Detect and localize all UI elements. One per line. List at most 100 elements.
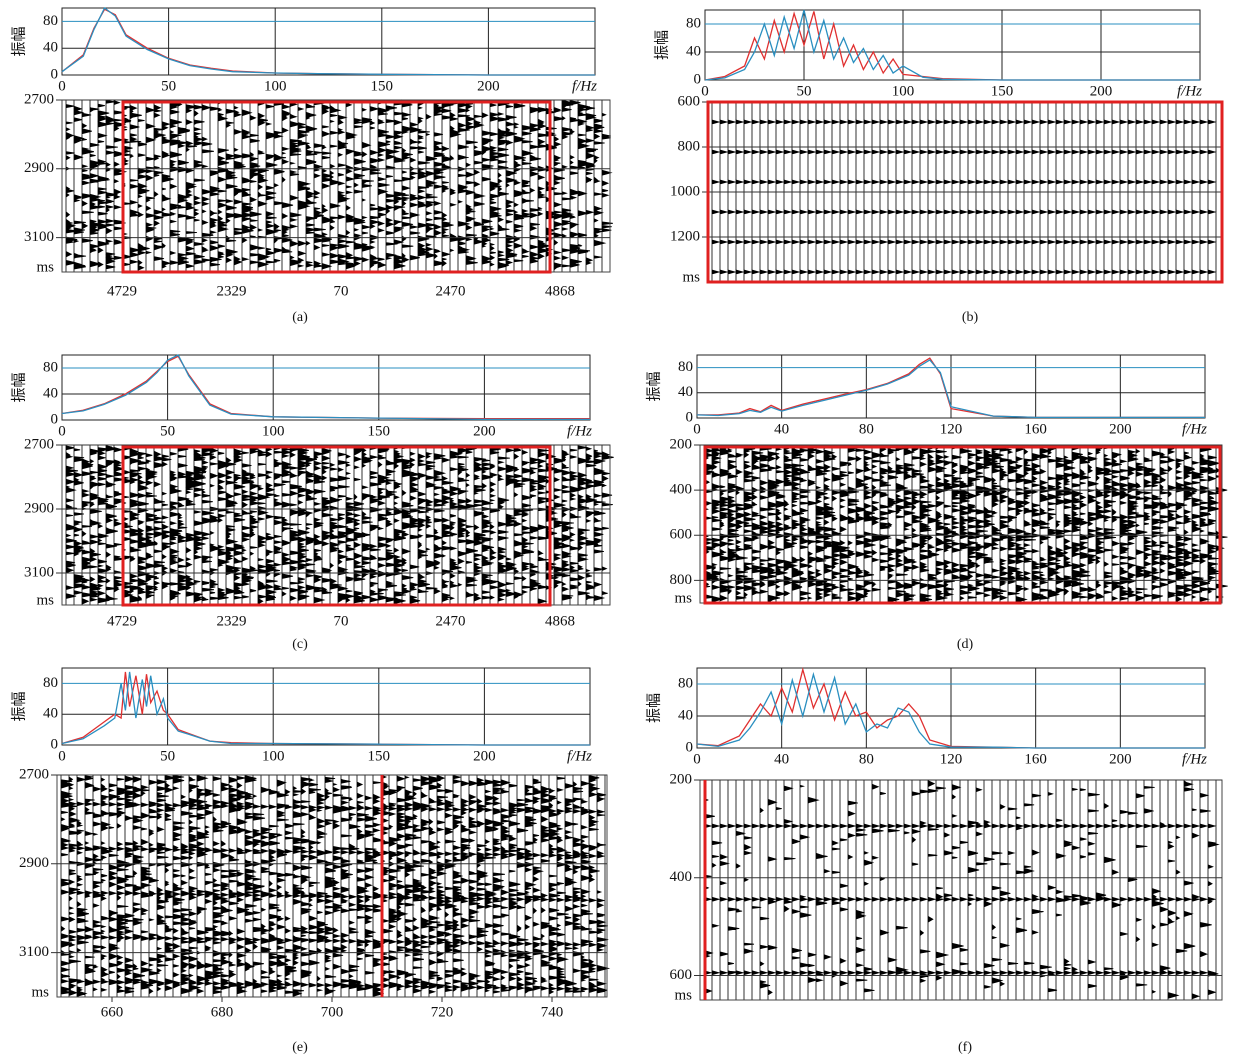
x-tick-label: 0 [58,748,66,764]
spectrum-frame [61,354,591,421]
highlight-box [703,445,1222,605]
y-tick-label: 40 [678,707,693,723]
y-unit-label: ms [36,592,54,608]
x-tick-label: 100 [262,423,285,439]
y-tick-label: 80 [43,13,58,29]
y-tick-label: 40 [43,385,58,401]
y-tick-label: 2900 [19,855,49,871]
y-tick-label: 80 [678,675,693,691]
y-axis-label: 振幅 [10,26,27,56]
x-tick-label: 80 [859,421,874,437]
x-tick-label: 720 [431,1004,454,1020]
x-axis-label: f/Hz [567,748,592,764]
y-tick-label: 0 [686,739,694,755]
x-tick-label: 200 [1090,83,1113,99]
y-tick-label: 600 [670,967,693,983]
x-tick-label: 100 [892,83,915,99]
x-tick-label: 50 [797,83,812,99]
x-tick-label: 150 [991,83,1014,99]
y-tick-label: 0 [51,736,59,752]
spectrum-line [696,671,1205,749]
y-unit-label: ms [36,259,54,275]
x-tick-label: 680 [211,1004,234,1020]
seismic-traces [703,779,1220,1000]
y-tick-label: 1200 [670,228,700,244]
x-tick-label: 200 [477,78,500,94]
x-tick-label: 150 [368,423,391,439]
x-tick-label: 160 [1024,421,1047,437]
x-axis-label: f/Hz [572,78,597,94]
spectrum-line [696,359,1205,419]
panel-caption: (a) [292,310,308,325]
seismic-traces [65,444,614,605]
y-tick-label: 2700 [24,91,54,107]
seismic-traces [60,774,611,997]
y-axis-label: 振幅 [10,691,27,721]
x-tick-label: 40 [774,751,789,767]
highlight-box [121,445,552,607]
y-axis-label: 振幅 [645,371,662,401]
y-axis-label: 振幅 [653,30,670,60]
x-tick-label: 100 [262,748,285,764]
y-tick-label: 0 [686,409,694,425]
spectrum-line [61,671,590,746]
x-tick-label: 4868 [545,613,575,629]
y-tick-label: 200 [670,436,693,452]
y-tick-label: 3100 [24,564,54,580]
x-tick-label: 50 [160,423,175,439]
spectrum-line [704,11,1200,81]
x-tick-label: 50 [161,78,176,94]
x-axis-label: f/Hz [567,423,592,439]
y-tick-label: 400 [670,869,693,885]
y-tick-label: 80 [43,675,58,691]
x-axis-label: f/Hz [1177,83,1202,99]
spectrum-line [61,354,590,421]
y-unit-label: ms [31,984,49,1000]
y-tick-label: 3100 [19,944,49,960]
x-tick-label: 0 [701,83,709,99]
x-tick-label: 0 [693,421,701,437]
spectrum-line [61,355,590,420]
seismic-traces [65,99,613,272]
y-unit-label: ms [674,987,692,1003]
y-tick-label: 2700 [24,436,54,452]
y-tick-label: 200 [670,771,693,787]
y-axis-label: 振幅 [10,372,27,402]
y-tick-label: 80 [678,359,693,375]
spectrum-line [61,7,595,76]
x-tick-label: 70 [334,283,349,299]
panel-caption: (d) [957,637,974,652]
spectrum-line [704,9,1200,81]
x-tick-label: 2470 [436,283,466,299]
y-tick-label: 800 [670,572,693,588]
y-tick-label: 2900 [24,160,54,176]
highlight-box [121,100,552,274]
x-axis-label: f/Hz [1182,421,1207,437]
x-tick-label: 70 [334,613,349,629]
y-tick-label: 40 [43,40,58,56]
y-tick-label: 600 [678,93,701,109]
x-tick-label: 0 [693,751,701,767]
x-tick-label: 200 [473,423,496,439]
x-axis-label: f/Hz [1182,751,1207,767]
x-tick-label: 4868 [545,283,575,299]
panel-caption: (f) [958,1040,972,1055]
y-tick-label: 40 [43,706,58,722]
y-tick-label: 600 [670,527,693,543]
highlight-box [706,100,1224,284]
x-tick-label: 160 [1024,751,1047,767]
x-tick-label: 80 [859,751,874,767]
y-tick-label: 2700 [19,766,49,782]
spectrum-frame [61,7,596,76]
y-tick-label: 800 [678,138,701,154]
y-tick-label: 0 [51,411,59,427]
x-tick-label: 120 [940,751,963,767]
spectrum-line [696,667,1205,749]
x-tick-label: 200 [473,748,496,764]
x-tick-label: 2329 [217,283,247,299]
x-tick-label: 700 [321,1004,344,1020]
seismic-traces [703,444,1228,604]
x-tick-label: 200 [1109,751,1132,767]
x-tick-label: 120 [940,421,963,437]
